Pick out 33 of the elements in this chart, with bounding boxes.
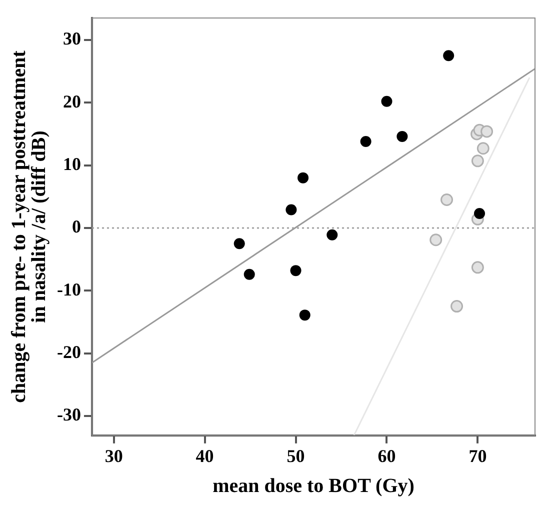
- point: [234, 238, 245, 250]
- point: [286, 204, 297, 216]
- x-tick-label: 40: [196, 446, 214, 466]
- y-tick-label: 30: [62, 28, 81, 49]
- point: [298, 172, 309, 184]
- x-tick-label: 50: [286, 446, 305, 466]
- point: [326, 229, 338, 240]
- x-axis-title: mean dose to BOT (Gy): [212, 475, 414, 498]
- y-tick-label: -20: [56, 342, 81, 362]
- point: [476, 142, 490, 155]
- point: [430, 234, 442, 246]
- point: [443, 50, 454, 62]
- point: [474, 208, 486, 220]
- y-tick-label: 20: [62, 91, 81, 112]
- point: [244, 268, 255, 280]
- x-tick-label: 60: [378, 446, 396, 466]
- y-tick-label: -10: [56, 279, 81, 300]
- point: [290, 265, 302, 276]
- point: [471, 261, 484, 274]
- x-tick-label: 70: [468, 446, 487, 466]
- point: [471, 154, 484, 168]
- y-tick-label: 10: [62, 154, 81, 174]
- point: [396, 130, 408, 142]
- point: [360, 136, 372, 147]
- point: [480, 125, 494, 138]
- point: [381, 96, 392, 107]
- y-tick-label: -30: [56, 404, 81, 425]
- x-tick-label: 30: [104, 446, 123, 466]
- point: [440, 194, 454, 206]
- y-axis-title: change from pre- to 1-year posttreatment in nasality /a/ (diff dB): [8, 50, 50, 403]
- point: [299, 310, 310, 321]
- y-tick-label: 0: [72, 216, 81, 237]
- point: [450, 300, 464, 313]
